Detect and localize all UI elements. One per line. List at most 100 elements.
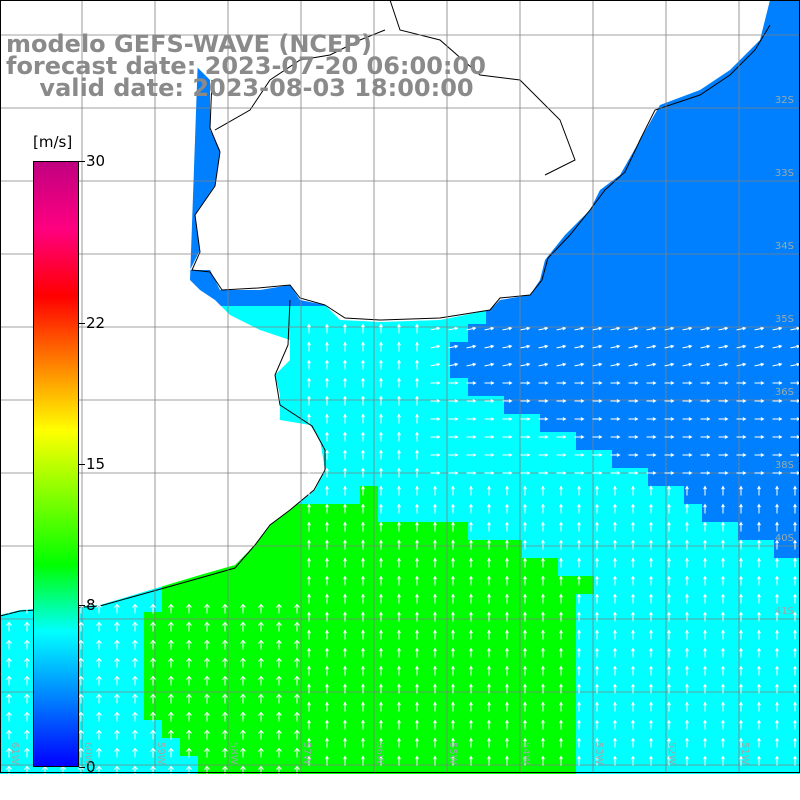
- wind-cell: [450, 720, 468, 738]
- lat-lon-grid: [0, 0, 800, 772]
- wind-cell: [486, 630, 504, 648]
- wind-cell: [648, 558, 666, 576]
- wind-arrow: [240, 657, 246, 668]
- longitude-label: 53W: [593, 742, 604, 765]
- wind-arrow: [430, 362, 441, 367]
- wind-cell: [540, 504, 558, 522]
- wind-cell: [126, 738, 144, 756]
- wind-arrow: [448, 471, 459, 475]
- wind-cell: [612, 288, 630, 306]
- wind-cell: [630, 288, 648, 306]
- wind-arrow: [466, 326, 477, 331]
- wind-arrow: [631, 665, 635, 676]
- wind-arrow: [379, 683, 383, 694]
- wind-cell: [720, 504, 738, 522]
- wind-arrow: [757, 521, 761, 532]
- wind-cell: [18, 666, 36, 684]
- wind-arrow: [258, 603, 264, 614]
- wind-cell: [414, 486, 432, 504]
- wind-cell: [594, 198, 612, 216]
- wind-arrow: [559, 611, 563, 622]
- wind-arrow: [132, 603, 138, 614]
- wind-arrow: [541, 737, 545, 748]
- wind-cell: [702, 90, 720, 108]
- wind-arrow: [6, 747, 12, 758]
- wind-cell: [198, 612, 216, 630]
- wind-cell: [648, 468, 666, 486]
- wind-arrow: [703, 683, 707, 694]
- wind-cell: [558, 702, 576, 720]
- wind-arrow: [721, 647, 725, 658]
- wind-arrow: [703, 611, 707, 622]
- wind-arrow: [379, 449, 383, 460]
- wind-cell: [774, 90, 792, 108]
- wind-cell: [666, 558, 684, 576]
- wind-arrow: [24, 675, 30, 686]
- wind-cell: [216, 648, 234, 666]
- wind-cell: [198, 162, 216, 180]
- wind-cell: [756, 540, 774, 558]
- wind-cell: [612, 450, 630, 468]
- wind-cell: [0, 630, 18, 648]
- wind-arrow: [343, 431, 347, 442]
- wind-cell: [522, 576, 540, 594]
- wind-arrow: [736, 399, 747, 403]
- wind-cell: [540, 450, 558, 468]
- wind-arrow: [541, 503, 545, 514]
- wind-arrow: [505, 773, 509, 784]
- wind-arrow: [577, 665, 581, 676]
- wind-cell: [414, 450, 432, 468]
- wind-cell: [576, 702, 594, 720]
- wind-cell: [486, 432, 504, 450]
- wind-cell: [666, 306, 684, 324]
- wind-arrow: [772, 453, 783, 457]
- wind-cell: [594, 648, 612, 666]
- wind-arrow: [487, 503, 491, 514]
- wind-cell: [720, 630, 738, 648]
- wind-arrow: [703, 737, 707, 748]
- wind-arrow: [739, 539, 743, 550]
- wind-cell: [630, 594, 648, 612]
- wind-cell: [720, 414, 738, 432]
- wind-cell: [648, 450, 666, 468]
- wind-arrow: [556, 399, 567, 403]
- wind-arrow: [294, 621, 300, 632]
- wind-arrow: [739, 593, 743, 604]
- wind-arrow: [484, 453, 495, 457]
- wind-arrow: [433, 647, 437, 658]
- wind-cell: [522, 702, 540, 720]
- wind-arrow: [361, 503, 365, 514]
- wind-cell: [594, 414, 612, 432]
- wind-arrow: [520, 453, 531, 457]
- wind-arrow: [325, 521, 329, 532]
- wind-arrow: [757, 503, 761, 514]
- wind-arrow: [487, 539, 491, 550]
- wind-cell: [612, 270, 630, 288]
- wind-cell: [18, 702, 36, 720]
- wind-arrow: [649, 539, 653, 550]
- wind-arrow: [556, 344, 567, 349]
- wind-cell: [594, 558, 612, 576]
- wind-arrow: [96, 747, 102, 758]
- wind-cell: [576, 540, 594, 558]
- wind-arrow: [754, 453, 765, 457]
- wind-cell: [594, 594, 612, 612]
- wind-cell: [684, 648, 702, 666]
- wind-arrow: [613, 485, 617, 496]
- wind-cell: [450, 414, 468, 432]
- wind-cell: [720, 162, 738, 180]
- wind-arrow: [559, 539, 563, 550]
- wind-arrow: [294, 729, 300, 740]
- wind-cell: [720, 450, 738, 468]
- wind-arrow: [415, 719, 419, 730]
- wind-cell: [558, 684, 576, 702]
- wind-cell: [342, 450, 360, 468]
- wind-arrow: [577, 773, 581, 784]
- wind-cell: [234, 702, 252, 720]
- wind-cell: [342, 486, 360, 504]
- wind-cell: [288, 558, 306, 576]
- wind-arrow: [168, 693, 174, 704]
- wind-arrow: [631, 485, 635, 496]
- wind-cell: [270, 720, 288, 738]
- wind-cell: [522, 360, 540, 378]
